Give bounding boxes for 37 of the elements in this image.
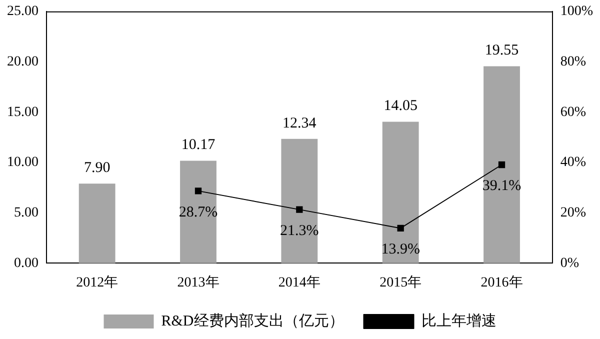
data-label: 7.90: [84, 160, 110, 176]
point: [498, 161, 506, 168]
y2-tick-label: 100%: [560, 4, 594, 20]
y-tick-label: 15.00: [7, 104, 38, 120]
bar: [180, 160, 216, 264]
y2-tick-label: 80%: [560, 54, 586, 70]
data-label: 19.55: [484, 42, 519, 59]
data-label: 21.3%: [280, 223, 319, 240]
y2-tick-label: 20%: [560, 206, 586, 221]
y2-tick-label: 0%: [560, 256, 580, 271]
bar: [281, 138, 318, 264]
legend-label: R&D经费内部支出（亿元）: [161, 312, 344, 330]
data-label: 12.34: [282, 115, 317, 132]
x-tick-label: 2016年: [480, 274, 523, 290]
legend-label: 比上年增速: [421, 312, 496, 330]
bar: [78, 184, 116, 264]
point: [397, 224, 404, 232]
y-tick-label: 20.00: [7, 54, 38, 70]
y-tick-label: 10.00: [7, 155, 38, 170]
point: [296, 206, 303, 213]
x-tick-label: 2012年: [76, 274, 118, 290]
x-tick-label: 2015年: [380, 274, 422, 290]
x-tick-label: 2014年: [278, 274, 320, 290]
y-tick-label: 25.00: [7, 4, 38, 20]
data-label: 10.17: [181, 137, 216, 154]
y-tick-label: 5.00: [14, 206, 38, 221]
data-label: 13.9%: [381, 242, 420, 258]
bar: [484, 66, 520, 264]
bar: [382, 122, 419, 264]
x-tick-label: 2013年: [177, 274, 220, 290]
y-tick-label: 0.00: [14, 256, 38, 271]
point: [194, 188, 202, 194]
y2-tick-label: 40%: [560, 155, 586, 170]
data-label: 28.7%: [178, 204, 218, 220]
data-label: 39.1%: [482, 178, 522, 194]
data-label: 14.05: [384, 98, 418, 114]
y2-tick-label: 60%: [560, 104, 586, 120]
